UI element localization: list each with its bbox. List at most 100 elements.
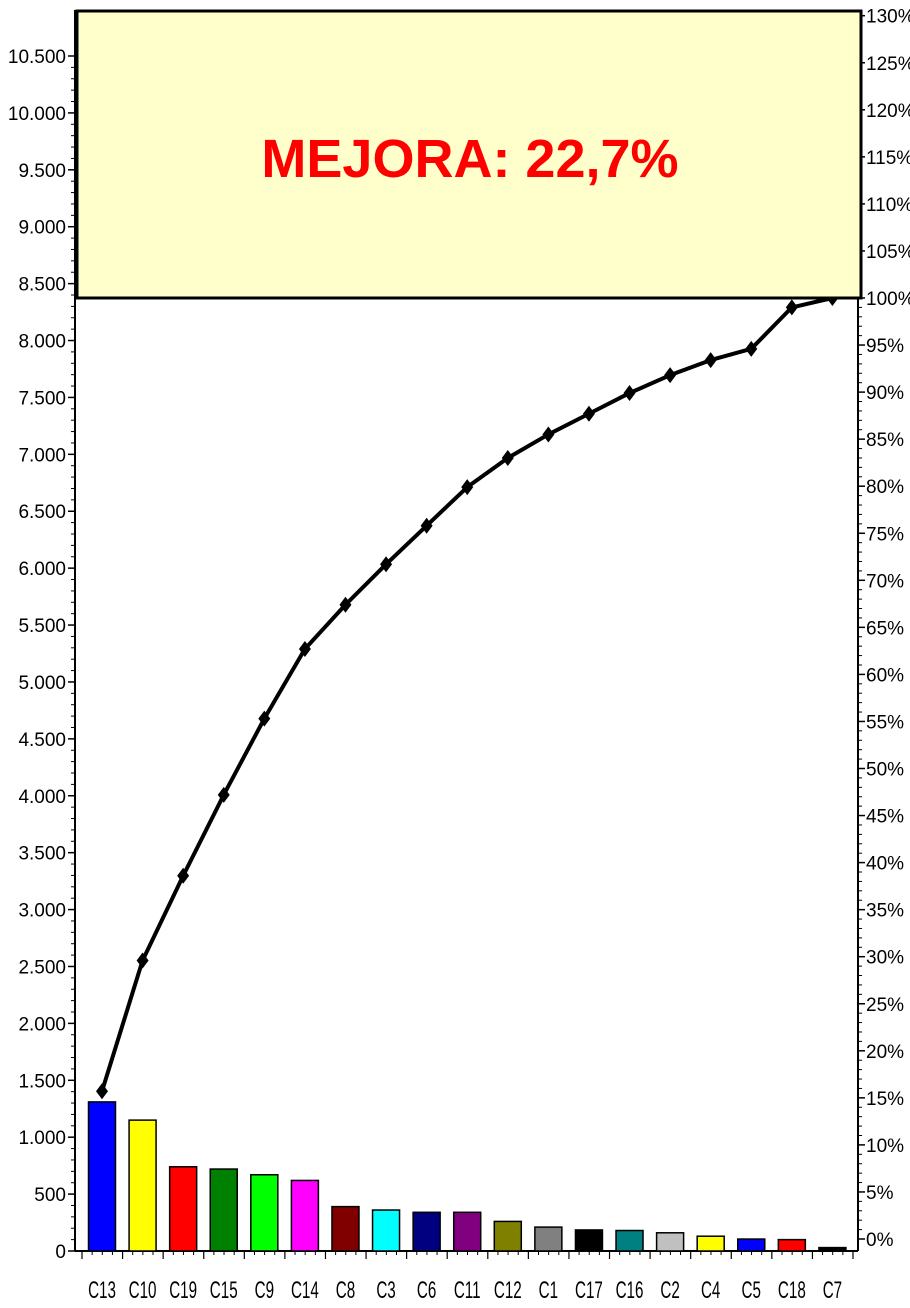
category-label-c4: C4 xyxy=(701,1278,720,1304)
category-label-c17: C17 xyxy=(575,1278,603,1304)
cumulative-marker-c19 xyxy=(177,867,190,884)
bar-c5 xyxy=(737,1238,766,1252)
bar-c1 xyxy=(534,1226,563,1252)
cumulative-marker-c11 xyxy=(461,479,474,496)
category-label-c12: C12 xyxy=(494,1278,522,1304)
right-tick-label: 20% xyxy=(866,1042,904,1063)
right-tick-label: 60% xyxy=(866,665,904,686)
category-label-c15: C15 xyxy=(210,1278,238,1304)
left-tick-label: 6.000 xyxy=(18,559,66,580)
cumulative-marker-c4 xyxy=(704,352,717,369)
right-tick-label: 120% xyxy=(866,101,910,122)
right-tick-label: 65% xyxy=(866,618,904,639)
right-tick-label: 55% xyxy=(866,712,904,733)
cumulative-marker-c6 xyxy=(420,517,433,534)
category-label-c18: C18 xyxy=(778,1278,806,1304)
category-label-c13: C13 xyxy=(88,1278,116,1304)
category-label-c8: C8 xyxy=(336,1278,355,1304)
category-label-c3: C3 xyxy=(376,1278,395,1304)
right-tick-label: 80% xyxy=(866,477,904,498)
cumulative-marker-c10 xyxy=(136,952,149,969)
category-label-c14: C14 xyxy=(291,1278,319,1304)
cumulative-marker-c18 xyxy=(785,299,798,316)
cumulative-marker-c16 xyxy=(623,385,636,402)
category-label-c11: C11 xyxy=(454,1278,481,1304)
cumulative-marker-c13 xyxy=(96,1083,108,1100)
category-label-c9: C9 xyxy=(255,1278,274,1304)
left-tick-label: 2.000 xyxy=(18,1014,66,1035)
right-tick-label: 110% xyxy=(866,195,910,216)
right-tick-label: 0% xyxy=(866,1230,894,1251)
bar-c12 xyxy=(493,1220,523,1252)
left-tick-label: 8.000 xyxy=(18,332,66,353)
right-tick-label: 5% xyxy=(866,1183,894,1204)
left-tick-label: 7.500 xyxy=(18,388,66,409)
bar-c4 xyxy=(696,1235,725,1252)
category-label-c1: C1 xyxy=(539,1278,558,1304)
right-tick-label: 105% xyxy=(866,242,910,263)
bar-c2 xyxy=(655,1232,685,1252)
cumulative-marker-c5 xyxy=(745,340,758,357)
right-tick-label: 100% xyxy=(866,289,910,310)
cumulative-marker-c17 xyxy=(582,405,595,422)
callout-box xyxy=(75,9,863,300)
bars xyxy=(87,1101,847,1252)
right-tick-label: 30% xyxy=(866,948,904,969)
bar-c17 xyxy=(574,1229,604,1252)
bar-c8 xyxy=(331,1205,360,1252)
right-tick-label: 10% xyxy=(866,1136,904,1157)
left-tick-label: 500 xyxy=(34,1185,66,1206)
left-tick-label: 5.000 xyxy=(18,673,66,694)
cumulative-marker-c1 xyxy=(542,426,555,443)
bar-c19 xyxy=(168,1166,198,1252)
category-label-c7: C7 xyxy=(823,1278,842,1304)
category-labels: C13 C10 C19 C15 C9 C14 C8 C3 C6 C11 C12 C1 C17 C16 C2 C… xyxy=(88,1278,842,1304)
bar-c9 xyxy=(250,1173,279,1252)
cumulative-marker-c9 xyxy=(258,710,271,727)
cumulative-marker-c8 xyxy=(339,596,352,613)
category-label-c6: C6 xyxy=(417,1278,436,1304)
bar-c3 xyxy=(371,1209,401,1252)
axes: 0 500 1.000 1.500 2.000 2.500 3.000 3.500 4.000 4… xyxy=(8,7,910,1263)
bar-c15 xyxy=(209,1168,238,1252)
bar-c16 xyxy=(615,1229,644,1252)
right-tick-label: 125% xyxy=(866,54,910,75)
cumulative-marker-c12 xyxy=(501,449,514,466)
left-tick-label: 10.000 xyxy=(8,104,66,125)
category-label-c10: C10 xyxy=(129,1278,157,1304)
right-tick-label: 90% xyxy=(866,383,904,404)
left-tick-label: 9.500 xyxy=(18,161,66,182)
right-tick-label: 115% xyxy=(866,148,910,169)
cumulative-polyline xyxy=(100,296,833,1092)
bar-c18 xyxy=(777,1238,807,1252)
right-tick-label: 95% xyxy=(866,336,904,357)
left-tick-label: 3.000 xyxy=(18,901,66,922)
category-label-c19: C19 xyxy=(169,1278,197,1304)
bar-c7 xyxy=(818,1246,847,1252)
right-tick-label: 75% xyxy=(866,524,904,545)
left-tick-label: 8.500 xyxy=(18,275,66,296)
category-label-c16: C16 xyxy=(616,1278,644,1304)
improvement-callout: MEJORA: 22,7% xyxy=(75,9,863,300)
bar-c11 xyxy=(452,1211,482,1252)
right-tick-label: 25% xyxy=(866,995,904,1016)
left-tick-label: 4.000 xyxy=(18,787,66,808)
category-label-c2: C2 xyxy=(660,1278,679,1304)
left-tick-label: 4.500 xyxy=(18,730,66,751)
left-tick-label: 1.500 xyxy=(18,1071,66,1092)
left-tick-label: 2.500 xyxy=(18,957,66,978)
bar-c10 xyxy=(128,1119,157,1252)
right-tick-label: 40% xyxy=(866,854,904,875)
bar-c13 xyxy=(87,1101,117,1252)
left-tick-label: 0 xyxy=(55,1242,66,1263)
bar-c6 xyxy=(412,1211,441,1252)
left-tick-label: 1.000 xyxy=(18,1128,66,1149)
cumulative-marker-c15 xyxy=(217,786,230,803)
cumulative-line xyxy=(96,290,839,1100)
bar-c14 xyxy=(290,1179,320,1252)
right-tick-label: 50% xyxy=(866,760,904,781)
left-tick-label: 6.500 xyxy=(18,502,66,523)
cumulative-marker-c2 xyxy=(664,367,677,384)
cumulative-marker-c14 xyxy=(298,640,311,657)
left-tick-label: 7.000 xyxy=(18,445,66,466)
